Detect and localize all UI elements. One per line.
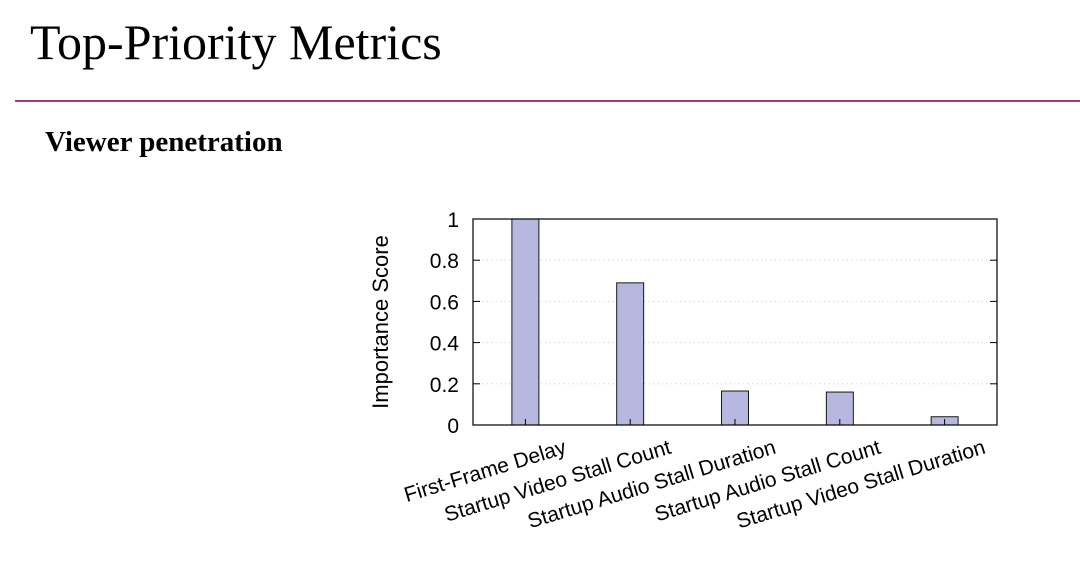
y-tick-label: 0.8 [430, 250, 459, 273]
y-axis-ticks: 0 0.2 0.4 0.6 0.8 1 [430, 209, 997, 438]
y-tick-label: 0.2 [430, 374, 459, 397]
grid-lines [473, 259, 997, 385]
slide-subtitle: Viewer penetration [45, 126, 283, 158]
bars [511, 218, 959, 426]
y-tick-label: 0.6 [430, 291, 459, 314]
bar [511, 218, 540, 426]
y-tick-label: 1 [447, 209, 459, 232]
y-tick-label: 0 [447, 415, 459, 438]
y-axis-label: Importance Score [368, 235, 393, 409]
bar [616, 282, 645, 426]
title-divider [15, 100, 1080, 102]
y-tick-label: 0.4 [430, 333, 460, 356]
slide-title: Top-Priority Metrics [30, 14, 442, 70]
